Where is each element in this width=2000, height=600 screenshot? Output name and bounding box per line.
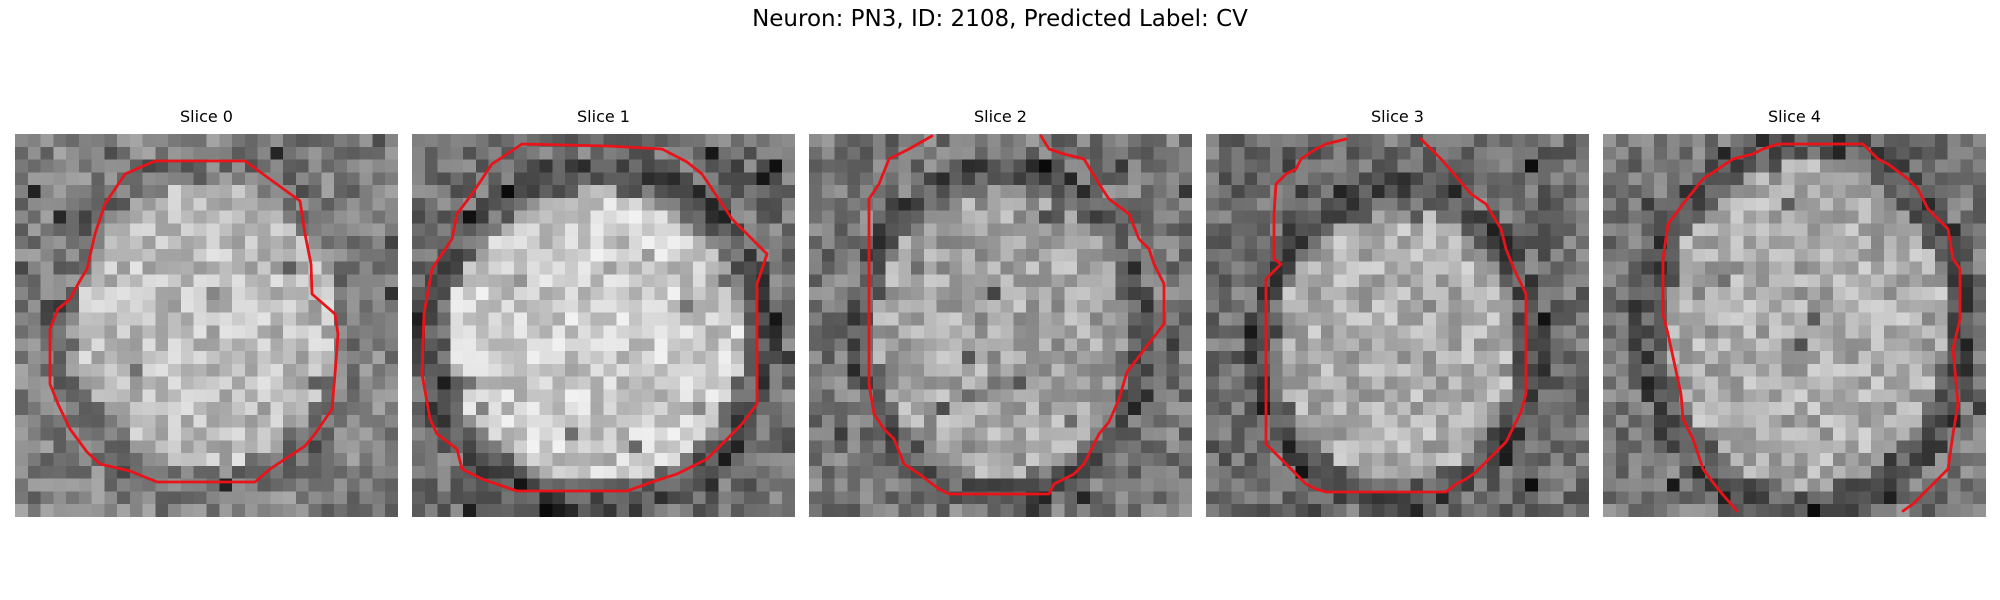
- slice-image: [15, 134, 398, 517]
- slice-title: Slice 2: [974, 107, 1027, 126]
- slice-contour-overlay: [1661, 142, 1962, 513]
- slice-title: Slice 3: [1371, 107, 1424, 126]
- slice-panel-4: Slice 4: [1603, 107, 1986, 517]
- figure-title: Neuron: PN3, ID: 2108, Predicted Label: …: [752, 6, 1248, 32]
- slice-image: [412, 134, 795, 517]
- slice-image: [809, 134, 1192, 517]
- cell-boundary-contour: [48, 159, 340, 484]
- cell-boundary-contour: [1661, 142, 1962, 513]
- slice-title: Slice 0: [180, 107, 233, 126]
- slice-contour-overlay: [48, 159, 340, 484]
- cell-boundary-contour: [420, 142, 769, 493]
- slice-title: Slice 4: [1768, 107, 1821, 126]
- cell-boundary-contour: [867, 134, 1166, 496]
- slice-panel-1: Slice 1: [412, 107, 795, 517]
- slice-contour-overlay: [1264, 137, 1528, 494]
- slice-contour-overlay: [420, 142, 769, 493]
- cell-boundary-contour: [1264, 137, 1528, 494]
- slice-panel-3: Slice 3: [1206, 107, 1589, 517]
- slice-title: Slice 1: [577, 107, 630, 126]
- slice-panel-0: Slice 0: [15, 107, 398, 517]
- slice-panel-2: Slice 2: [809, 107, 1192, 517]
- slice-contour-overlay: [867, 134, 1166, 496]
